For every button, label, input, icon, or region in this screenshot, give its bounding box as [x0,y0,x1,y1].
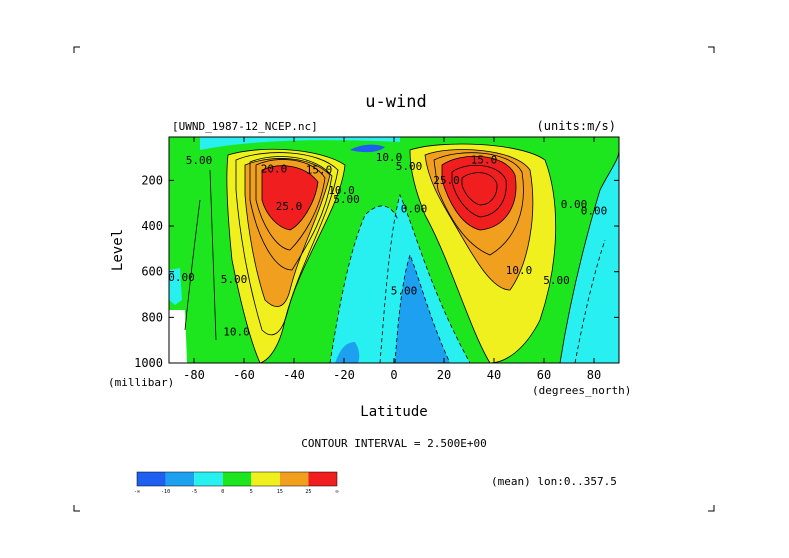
colorbar-label: 15 [277,489,283,495]
contour-label: 10.0 [223,326,250,339]
contour-label: 5.00 [186,154,213,167]
contour-label: 10.0 [328,184,355,197]
units-label: (units:m/s) [537,119,616,133]
contour-labels: 20.0 15.05.00 10.0 15.025.05.0010.05.0025.0… [168,151,608,339]
contour-label: 5.00 [543,274,570,287]
x-tick-label: -20 [333,368,355,382]
x-unit-label: (degrees_north) [532,384,631,397]
contour-label: 5.00 [396,160,423,173]
y-axis-label: Level [110,229,126,271]
x-tick-label: 80 [587,368,601,382]
contour-label: 0.00 [561,198,588,211]
contour-label: 10.0 [376,151,403,164]
y-axis-ticks: 200 400 600 800 1000 [134,173,619,370]
colorbar-swatch [279,472,309,486]
colorbar-swatch [137,472,166,486]
contour-label: 15.0 [471,153,498,166]
contour-label: 25.0 [276,200,303,213]
contour-label: 10.0 [506,264,533,277]
colorbar-frame [136,471,338,487]
colorbar-swatch [222,472,252,486]
x-tick-label: 20 [437,368,451,382]
colorbar-swatch [251,472,280,486]
contour-label: 0.00 [168,271,195,284]
y-tick-label: 400 [141,219,163,233]
contour-interval-text: CONTOUR INTERVAL = 2.500E+00 [301,437,486,450]
contour-label: 25.0 [433,174,460,187]
contour-label: 5.00 [391,285,418,298]
x-tick-label: -40 [283,368,305,382]
colorbar-label: 0 [221,489,224,495]
x-tick-label: -80 [183,368,205,382]
mean-text: (mean) lon:0..357.5 [491,475,617,488]
colorbar-label: 25 [305,489,311,495]
x-tick-label: 60 [537,368,551,382]
colorbar-swatch [194,472,223,486]
contour-label: 5.00 [221,273,248,286]
corner-marks [73,46,715,512]
contour-label: 0.00 [581,205,608,218]
chart-title: u-wind [365,92,426,112]
x-tick-label: 0 [390,368,397,382]
x-axis-ticks: -80 -60 -40 -20 0 20 40 60 80 [183,137,601,382]
colorbar-label: -5 [191,489,197,495]
colorbar-swatch [165,472,195,486]
y-unit-label: (millibar) [108,376,174,389]
colorbar-label: 5 [250,489,253,495]
colorbar-label: ∞ [335,489,338,495]
contour-lines [184,143,619,363]
plot-area: 20.0 15.05.00 10.0 15.025.05.0010.05.0025.0… [168,137,619,363]
colorbar-label: -10 [161,489,170,495]
contour-label: 5.00 [333,193,360,206]
colorbar-swatch [308,472,337,486]
filled-contours [169,137,619,363]
file-label: [UWND_1987-12_NCEP.nc] [172,120,318,133]
y-tick-label: 800 [141,310,163,324]
contour-label: 15.0 [306,164,333,177]
x-tick-label: -60 [233,368,255,382]
contour-label: 20.0 [261,162,288,175]
x-axis-label: Latitude [360,404,427,420]
contour-label: 0.00 [401,202,428,215]
y-tick-label: 600 [141,265,163,279]
colorbar: -∞ -10 -5 0 5 15 25 ∞ [134,471,339,495]
y-tick-label: 200 [141,173,163,187]
colorbar-label: -∞ [134,489,140,495]
x-tick-label: 40 [487,368,501,382]
y-tick-label: 1000 [134,356,163,370]
